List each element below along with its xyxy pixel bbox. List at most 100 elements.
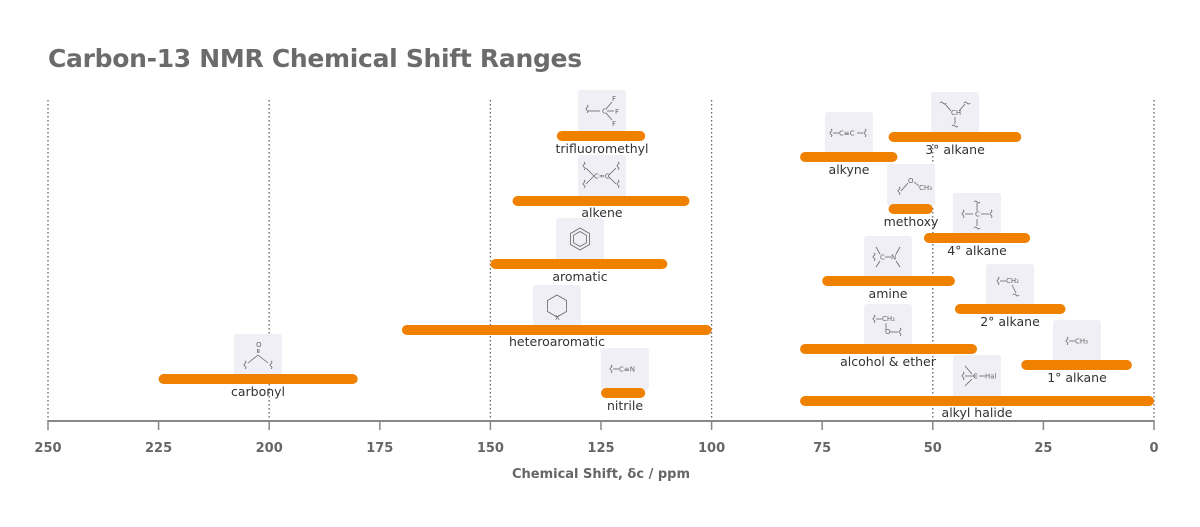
range-bar	[923, 233, 1031, 243]
range-label: 2° alkane	[980, 314, 1040, 329]
range-bar	[1021, 360, 1132, 370]
x-tick-label: 0	[1149, 441, 1158, 456]
range-label: alkyl halide	[942, 405, 1013, 420]
range-label: amine	[869, 286, 908, 301]
range-group-methoxy: O CH₃ methoxy	[884, 164, 939, 229]
bond	[257, 354, 269, 364]
atom-label: C	[973, 373, 978, 381]
range-bar	[888, 132, 1022, 142]
wavy-bond	[973, 226, 981, 230]
icon-box	[825, 112, 873, 154]
atom-label: C	[975, 211, 980, 219]
wavy-bond	[897, 186, 901, 196]
alkene-structure-icon: C=C	[578, 155, 626, 197]
bond	[895, 260, 901, 268]
atom-label: X	[555, 314, 560, 322]
x-tick-label: 175	[366, 441, 393, 456]
bond	[944, 103, 952, 112]
range-group-alkene: C=C alkene	[512, 155, 690, 220]
wavy-bond	[829, 128, 833, 138]
wavy-bond	[961, 371, 965, 381]
ring	[570, 227, 590, 251]
nitrile-structure-icon: C≡N	[601, 348, 649, 390]
x-tick-label: 150	[477, 441, 504, 456]
bond	[964, 378, 973, 387]
atom-label: F	[615, 108, 619, 116]
bond	[900, 182, 909, 192]
atom-label: C=C	[594, 173, 610, 181]
wavy-bond	[582, 179, 586, 189]
range-group-3-alkane: CH 3° alkane	[888, 92, 1022, 157]
bond	[607, 175, 617, 185]
wavy-bond	[582, 161, 586, 171]
tertiary-alkane-structure-icon: CH	[931, 92, 979, 134]
atom-label: CH₂	[1006, 277, 1019, 285]
range-group-nitrile: C≡N nitrile	[601, 348, 649, 413]
wavy-bond	[963, 101, 971, 105]
range-bar	[490, 259, 668, 269]
atom-label: C	[880, 254, 885, 262]
wavy-bond	[1065, 336, 1069, 346]
atom-label: O	[256, 341, 262, 349]
wavy-bond	[961, 209, 965, 219]
range-label: aromatic	[552, 269, 607, 284]
icon-box	[601, 348, 649, 390]
atom-label: CH₃	[1075, 338, 1088, 346]
range-bar	[954, 304, 1066, 314]
icon-box	[578, 90, 626, 132]
range-bar	[822, 276, 955, 286]
range-bar	[800, 344, 978, 354]
bond	[605, 112, 613, 121]
wavy-bond	[996, 276, 1000, 286]
icon-box	[953, 193, 1001, 235]
atom-label: CH₃	[919, 184, 932, 192]
range-bar	[401, 325, 712, 335]
wavy-bond	[939, 101, 947, 105]
atom-label: C≡C	[839, 130, 855, 138]
alkyl-halide-structure-icon: C Hal	[953, 355, 1001, 397]
x-tick-label: 100	[698, 441, 725, 456]
range-label: alkene	[581, 205, 623, 220]
x-tick-label: 250	[34, 441, 61, 456]
atom-label: CH	[951, 109, 961, 117]
range-label: alcohol & ether	[840, 354, 937, 369]
range-label: nitrile	[607, 398, 643, 413]
bond	[913, 181, 920, 187]
wavy-bond	[872, 314, 876, 324]
atom-label: CH₂	[882, 315, 895, 323]
atom-label: C	[602, 108, 607, 116]
x-tick-label: 25	[1034, 441, 1052, 456]
wavy-bond	[585, 104, 589, 114]
range-label: carbonyl	[231, 384, 285, 399]
range-group-aromatic: aromatic	[490, 218, 668, 284]
quaternary-alkane-structure-icon: C	[953, 193, 1001, 235]
alcohol-ether-structure-icon: CH₂ O	[864, 304, 912, 346]
bond	[875, 260, 881, 268]
wavy-bond	[1012, 293, 1020, 297]
ring-inner	[573, 231, 587, 247]
wavy-bond	[863, 128, 867, 138]
range-bar	[601, 388, 646, 398]
bond	[958, 103, 966, 112]
x-tick-label: 50	[924, 441, 942, 456]
range-group-2-alkane: CH₂ 2° alkane	[954, 264, 1066, 329]
bond	[964, 365, 973, 375]
range-label: alkyne	[829, 162, 870, 177]
x-tick-label: 200	[256, 441, 283, 456]
range-label: 1° alkane	[1047, 370, 1107, 385]
atom-label: N	[891, 254, 896, 262]
range-label: heteroaromatic	[509, 334, 605, 349]
range-group-alcohol-ether: CH₂ O alcohol & ether	[800, 304, 978, 369]
range-bar	[512, 196, 690, 206]
bond	[247, 354, 259, 364]
atom-label: Hal	[985, 373, 997, 381]
icon-box	[986, 264, 1034, 306]
heteroaromatic-ring-icon: X	[533, 285, 581, 327]
x-axis-title: Chemical Shift, δc / ppm	[512, 467, 690, 482]
